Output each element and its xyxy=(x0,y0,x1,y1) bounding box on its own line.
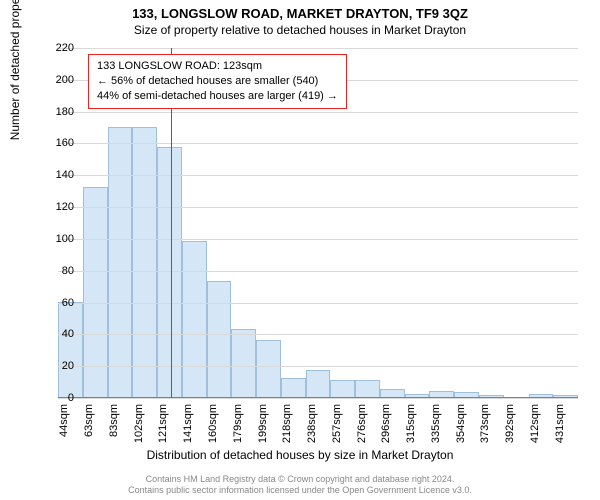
x-tick-label: 121sqm xyxy=(157,404,169,443)
chart-title: 133, LONGSLOW ROAD, MARKET DRAYTON, TF9 … xyxy=(0,0,600,21)
y-tick-label: 220 xyxy=(44,42,74,54)
bar xyxy=(157,147,182,398)
bar xyxy=(281,378,306,398)
x-tick-label: 412sqm xyxy=(529,404,541,443)
bar-slot: 335sqm xyxy=(429,48,454,398)
annotation-line: 133 LONGSLOW ROAD: 123sqm xyxy=(97,59,338,74)
y-tick-label: 100 xyxy=(44,233,74,245)
footer-attribution: Contains HM Land Registry data © Crown c… xyxy=(0,474,600,497)
x-tick-label: 218sqm xyxy=(281,404,293,443)
y-axis-title: Number of detached properties xyxy=(8,0,22,140)
footer-line-2: Contains public sector information licen… xyxy=(0,485,600,496)
x-tick-label: 373sqm xyxy=(479,404,491,443)
grid-line xyxy=(58,239,578,240)
annotation-box: 133 LONGSLOW ROAD: 123sqm← 56% of detach… xyxy=(88,54,347,109)
x-tick-label: 160sqm xyxy=(207,404,219,443)
x-tick-label: 141sqm xyxy=(182,404,194,443)
x-tick-label: 354sqm xyxy=(455,404,467,443)
x-tick-label: 315sqm xyxy=(405,404,417,443)
grid-line xyxy=(58,334,578,335)
grid-line xyxy=(58,303,578,304)
x-tick-label: 335sqm xyxy=(430,404,442,443)
bar xyxy=(330,380,355,399)
bar xyxy=(256,340,281,398)
x-tick-label: 199sqm xyxy=(257,404,269,443)
grid-line xyxy=(58,398,578,399)
bar-slot: 354sqm xyxy=(454,48,479,398)
x-tick-label: 257sqm xyxy=(331,404,343,443)
x-tick-label: 179sqm xyxy=(232,404,244,443)
bar-slot: 296sqm xyxy=(380,48,405,398)
annotation-line: ← 56% of detached houses are smaller (54… xyxy=(97,74,338,89)
bar-slot: 412sqm xyxy=(529,48,554,398)
x-tick-label: 392sqm xyxy=(504,404,516,443)
bar-slot: 315sqm xyxy=(405,48,430,398)
plot-area: 44sqm63sqm83sqm102sqm121sqm141sqm160sqm1… xyxy=(58,48,578,398)
y-tick-label: 40 xyxy=(44,328,74,340)
bar-slot: 392sqm xyxy=(504,48,529,398)
grid-line xyxy=(58,48,578,49)
y-tick-label: 120 xyxy=(44,201,74,213)
x-tick-label: 44sqm xyxy=(58,404,70,437)
footer-line-1: Contains HM Land Registry data © Crown c… xyxy=(0,474,600,485)
bar xyxy=(306,370,331,398)
x-axis-title: Distribution of detached houses by size … xyxy=(0,448,600,462)
y-tick-label: 200 xyxy=(44,74,74,86)
x-tick-label: 238sqm xyxy=(306,404,318,443)
bar xyxy=(231,329,256,398)
grid-line xyxy=(58,175,578,176)
grid-line xyxy=(58,112,578,113)
annotation-line: 44% of semi-detached houses are larger (… xyxy=(97,89,338,104)
x-tick-label: 296sqm xyxy=(380,404,392,443)
y-tick-label: 20 xyxy=(44,360,74,372)
bar-slot: 431sqm xyxy=(553,48,578,398)
y-tick-label: 0 xyxy=(44,392,74,404)
y-tick-label: 140 xyxy=(44,169,74,181)
x-tick-label: 63sqm xyxy=(83,404,95,437)
bar xyxy=(58,302,83,398)
x-tick-label: 276sqm xyxy=(356,404,368,443)
bar xyxy=(182,241,207,398)
bar-slot: 373sqm xyxy=(479,48,504,398)
x-tick-label: 431sqm xyxy=(554,404,566,443)
y-tick-label: 180 xyxy=(44,106,74,118)
bar xyxy=(108,127,133,398)
bar xyxy=(355,380,380,399)
x-tick-label: 102sqm xyxy=(133,404,145,443)
bar-slot: 44sqm xyxy=(58,48,83,398)
bar xyxy=(132,127,157,398)
grid-line xyxy=(58,207,578,208)
chart-subtitle: Size of property relative to detached ho… xyxy=(0,21,600,37)
y-tick-label: 60 xyxy=(44,297,74,309)
grid-line xyxy=(58,271,578,272)
grid-line xyxy=(58,143,578,144)
y-tick-label: 80 xyxy=(44,265,74,277)
bar xyxy=(207,281,232,398)
y-tick-label: 160 xyxy=(44,137,74,149)
grid-line xyxy=(58,366,578,367)
bar-slot: 276sqm xyxy=(355,48,380,398)
x-tick-label: 83sqm xyxy=(108,404,120,437)
